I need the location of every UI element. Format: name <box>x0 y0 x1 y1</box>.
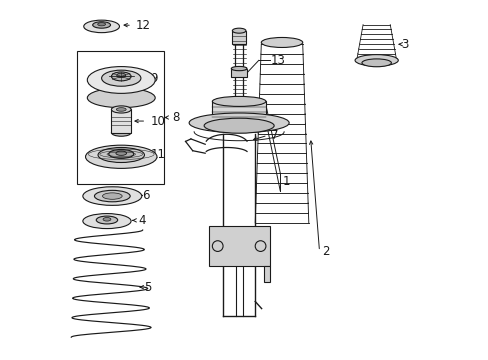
Ellipse shape <box>117 73 125 77</box>
Ellipse shape <box>83 20 119 33</box>
Bar <box>212 102 265 123</box>
Ellipse shape <box>189 113 288 133</box>
Ellipse shape <box>98 23 105 26</box>
Ellipse shape <box>94 190 130 202</box>
Ellipse shape <box>108 149 134 158</box>
Ellipse shape <box>102 193 122 199</box>
Bar <box>208 226 269 266</box>
Ellipse shape <box>103 217 111 221</box>
Text: 7: 7 <box>270 129 278 142</box>
Ellipse shape <box>232 28 245 33</box>
Ellipse shape <box>203 118 274 133</box>
Ellipse shape <box>111 129 131 136</box>
Ellipse shape <box>111 106 131 113</box>
Text: 2: 2 <box>322 245 329 258</box>
Bar <box>232 31 245 44</box>
Ellipse shape <box>354 55 397 66</box>
Ellipse shape <box>98 148 144 162</box>
Bar <box>111 109 131 133</box>
Ellipse shape <box>116 151 126 156</box>
Ellipse shape <box>361 59 390 67</box>
Ellipse shape <box>111 72 131 81</box>
Text: 12: 12 <box>135 19 150 32</box>
Bar <box>263 266 269 282</box>
Text: 13: 13 <box>270 54 285 67</box>
Text: 9: 9 <box>150 72 157 85</box>
Text: 4: 4 <box>138 214 145 227</box>
Ellipse shape <box>85 145 157 168</box>
Text: 5: 5 <box>143 281 151 294</box>
Ellipse shape <box>116 108 126 111</box>
Ellipse shape <box>87 88 155 108</box>
Ellipse shape <box>82 187 142 205</box>
Ellipse shape <box>82 213 131 229</box>
Text: 8: 8 <box>172 111 180 124</box>
Text: 11: 11 <box>150 148 165 162</box>
Ellipse shape <box>261 37 302 48</box>
Ellipse shape <box>96 216 118 224</box>
Ellipse shape <box>93 22 110 28</box>
Ellipse shape <box>231 66 246 71</box>
Text: 3: 3 <box>400 38 407 51</box>
Text: 10: 10 <box>150 114 165 127</box>
Ellipse shape <box>212 96 265 107</box>
Ellipse shape <box>83 24 119 32</box>
Ellipse shape <box>102 70 141 86</box>
Ellipse shape <box>87 67 155 93</box>
Text: 1: 1 <box>283 175 290 188</box>
Bar <box>231 68 246 77</box>
Bar <box>77 51 164 184</box>
Text: 6: 6 <box>142 189 149 202</box>
